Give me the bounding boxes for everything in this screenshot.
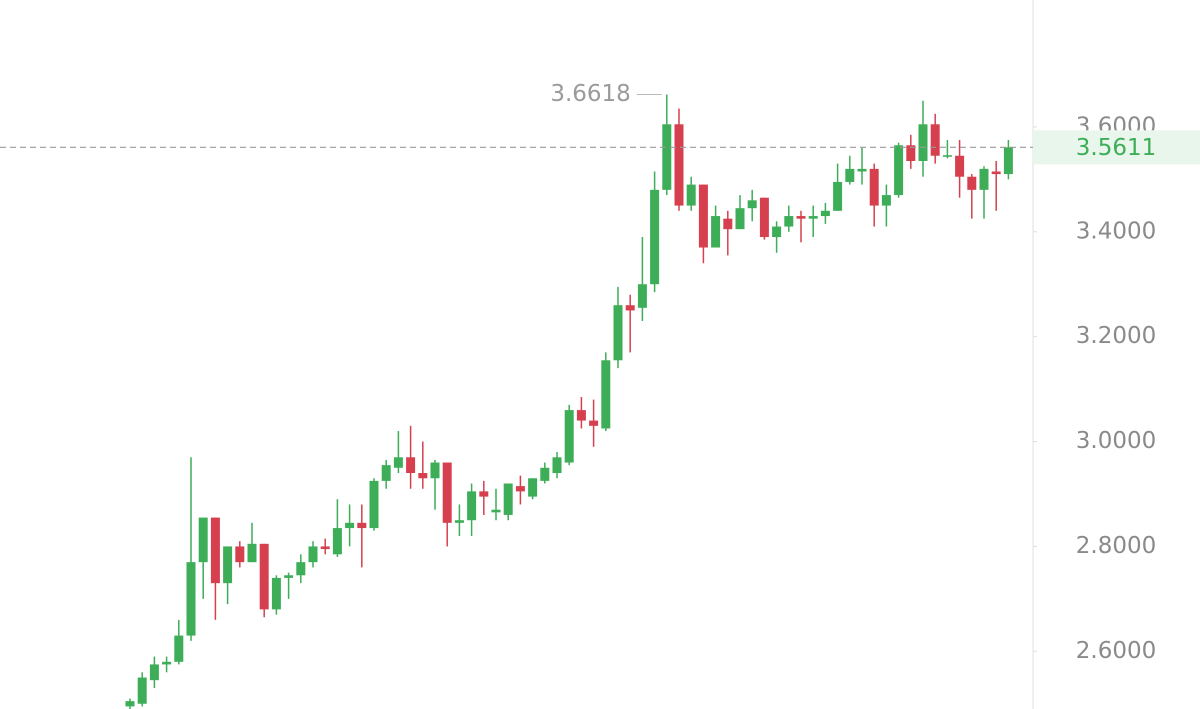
candle-body bbox=[662, 124, 672, 190]
candle-body bbox=[723, 218, 733, 230]
candle-body bbox=[1003, 147, 1013, 175]
candle-body bbox=[576, 410, 586, 421]
candle-body bbox=[906, 145, 916, 161]
candle-body bbox=[223, 546, 233, 584]
candle-body bbox=[198, 517, 208, 563]
max-price-label: 3.6618 bbox=[550, 81, 630, 107]
candle-body bbox=[979, 168, 989, 190]
candle-body bbox=[479, 491, 489, 497]
candle-body bbox=[820, 210, 830, 217]
candle-body bbox=[332, 528, 342, 555]
candle-body bbox=[137, 677, 147, 704]
y-tick-label: 3.4000 bbox=[1076, 218, 1156, 244]
candle-body bbox=[674, 124, 684, 206]
candle-body bbox=[345, 522, 355, 529]
candle-body bbox=[540, 467, 550, 481]
candle-body bbox=[845, 168, 855, 182]
candle-body bbox=[955, 155, 965, 177]
candle-body bbox=[772, 226, 782, 238]
candle-body bbox=[686, 184, 696, 206]
candle-body bbox=[320, 546, 330, 550]
candle-body bbox=[796, 216, 806, 219]
candle-body bbox=[515, 486, 525, 492]
candle-body bbox=[296, 562, 306, 576]
candle-body bbox=[711, 216, 721, 248]
candle-body bbox=[759, 197, 769, 238]
candle-body bbox=[528, 478, 538, 497]
candle-body bbox=[149, 664, 159, 681]
candle-body bbox=[808, 216, 818, 219]
candle-body bbox=[869, 168, 879, 206]
last-price-label: 3.5611 bbox=[1076, 135, 1156, 161]
candle-body bbox=[930, 124, 940, 156]
candle-body bbox=[894, 145, 904, 196]
candle-body bbox=[406, 457, 416, 474]
candle-body bbox=[857, 168, 867, 172]
candle-body bbox=[637, 284, 647, 308]
y-tick-label: 3.2000 bbox=[1076, 323, 1156, 349]
candle-body bbox=[589, 420, 599, 426]
candle-body bbox=[503, 483, 513, 515]
candle-body bbox=[491, 509, 501, 513]
candle-body bbox=[454, 520, 464, 523]
candle-body bbox=[430, 462, 440, 479]
candle-body bbox=[125, 701, 135, 707]
y-tick-label: 2.8000 bbox=[1076, 533, 1156, 559]
candle-body bbox=[991, 171, 1001, 175]
y-tick-label: 3.0000 bbox=[1076, 428, 1156, 454]
candle-body bbox=[698, 184, 708, 248]
candle-body bbox=[784, 216, 794, 227]
candle-body bbox=[735, 208, 745, 230]
candle-body bbox=[467, 491, 477, 521]
candle-body bbox=[650, 189, 660, 285]
candle-body bbox=[247, 543, 257, 563]
y-tick-label: 2.6000 bbox=[1076, 638, 1156, 664]
candle-body bbox=[918, 124, 928, 161]
candle-body bbox=[833, 181, 843, 211]
candle-body bbox=[393, 457, 403, 468]
candle-body bbox=[442, 462, 452, 523]
candle-body bbox=[747, 200, 757, 209]
candle-body bbox=[967, 176, 977, 190]
candle-body bbox=[369, 480, 379, 529]
candle-body bbox=[381, 465, 391, 481]
candle-body bbox=[601, 360, 611, 429]
candle-body bbox=[881, 195, 891, 206]
last-price-box bbox=[1033, 130, 1200, 165]
candle-body bbox=[235, 546, 245, 563]
candle-body bbox=[308, 546, 318, 563]
candle-body bbox=[613, 305, 623, 361]
candle-body bbox=[418, 473, 428, 479]
candle-body bbox=[174, 635, 184, 662]
candle-body bbox=[186, 562, 196, 636]
candle-body bbox=[271, 577, 281, 610]
candle-body bbox=[625, 305, 635, 311]
candle-body bbox=[942, 155, 952, 157]
candle-body bbox=[357, 522, 367, 529]
candle-body bbox=[284, 575, 294, 578]
candle-body bbox=[162, 661, 172, 665]
candle-body bbox=[552, 457, 562, 474]
candle-body bbox=[564, 410, 574, 463]
candle-body bbox=[210, 517, 220, 584]
candle-body bbox=[259, 543, 269, 610]
